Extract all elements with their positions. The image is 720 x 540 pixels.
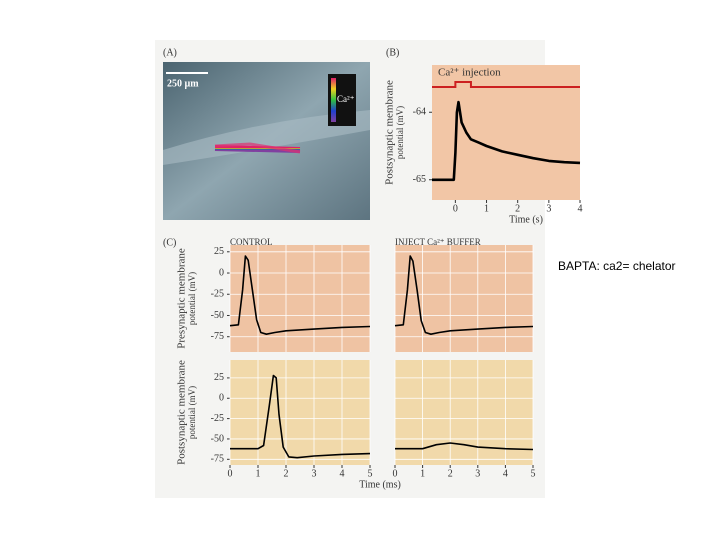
- trace: [395, 442, 534, 451]
- y-tick-label: -25: [211, 289, 224, 300]
- x-tick-label: 5: [368, 468, 373, 479]
- x-tick-label: 0: [393, 468, 398, 479]
- x-tick-label: 2: [448, 468, 453, 479]
- color-key-scale: [331, 78, 336, 122]
- y-tick-label: -50: [211, 310, 224, 321]
- x-tick-label: 0: [453, 203, 458, 214]
- color-key-label: Ca²⁺: [337, 94, 355, 104]
- plot-background: [230, 245, 370, 352]
- y-tick-label: -64: [413, 107, 426, 118]
- y-tick-label: 25: [214, 246, 224, 257]
- x-tick-label: 0: [228, 468, 233, 479]
- injection-trace: [432, 81, 580, 88]
- chart-title: CONTROL: [230, 237, 273, 247]
- x-axis-label: Time (s): [509, 214, 543, 225]
- x-tick-label: 2: [515, 203, 520, 214]
- x-tick-label: 3: [546, 203, 551, 214]
- x-tick-label: 1: [420, 468, 425, 479]
- y-axis-label: Presynaptic membrane: [176, 248, 188, 349]
- x-tick-label: 1: [484, 203, 489, 214]
- axon-shadow: [163, 110, 370, 165]
- y-axis-label: Postsynaptic membrane: [176, 360, 188, 465]
- slide-note: BAPTA: ca2= chelator: [558, 259, 676, 273]
- scale-bar-label: 250 µm: [167, 78, 199, 89]
- y-axis-label: potential (mV): [187, 272, 197, 325]
- x-tick-label: 4: [578, 203, 583, 214]
- panel-label: (C): [163, 237, 176, 248]
- x-tick-label: 3: [312, 468, 317, 479]
- plot-background: [395, 245, 533, 352]
- x-tick-label: 4: [503, 468, 508, 479]
- trace: [432, 100, 581, 182]
- plot-background: [395, 360, 533, 465]
- panel-label: (A): [163, 47, 177, 58]
- trace: [229, 255, 371, 335]
- y-tick-label: -75: [211, 331, 224, 342]
- y-tick-label: -65: [413, 174, 426, 185]
- x-tick-label: 2: [284, 468, 289, 479]
- y-axis-label: Postsynaptic membrane: [384, 80, 396, 185]
- panel-label: (B): [386, 47, 399, 58]
- x-axis-label: Time (ms): [359, 479, 401, 490]
- plot-background: [230, 360, 370, 465]
- y-tick-label: -75: [211, 454, 224, 465]
- y-tick-label: -25: [211, 413, 224, 424]
- y-tick-label: 0: [219, 393, 224, 404]
- x-tick-label: 3: [475, 468, 480, 479]
- y-axis-label: potential (mV): [395, 106, 405, 159]
- y-axis-label: potential (mV): [187, 386, 197, 439]
- trace: [230, 374, 371, 459]
- trace: [394, 255, 534, 335]
- y-tick-label: 25: [214, 372, 224, 383]
- y-tick-label: -50: [211, 433, 224, 444]
- x-tick-label: 1: [256, 468, 261, 479]
- chart-title: INJECT Ca²⁺ BUFFER: [395, 237, 481, 247]
- y-tick-label: 0: [219, 267, 224, 278]
- annotation: Ca²⁺ injection: [438, 67, 501, 79]
- x-tick-label: 4: [340, 468, 345, 479]
- x-tick-label: 5: [531, 468, 536, 479]
- calcium-streak: [214, 142, 301, 154]
